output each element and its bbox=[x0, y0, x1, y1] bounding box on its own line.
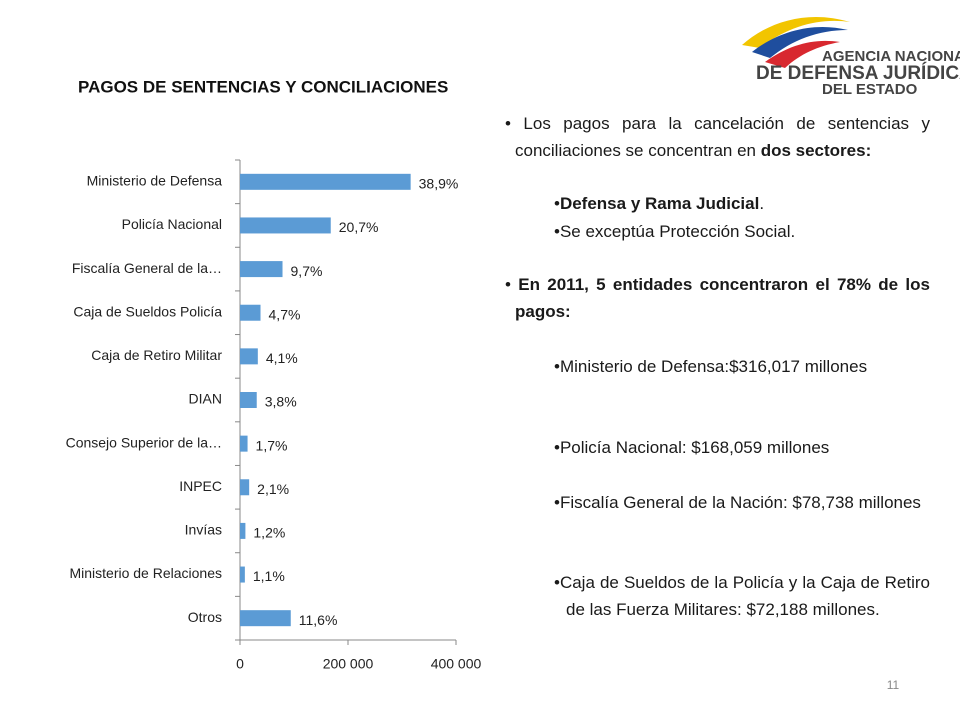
data-label: 3,8% bbox=[265, 394, 297, 410]
bullet: Los pagos para la cancelación de sentenc… bbox=[515, 111, 930, 164]
x-tick-label: 400 000 bbox=[431, 656, 482, 672]
y-tick-label: Caja de Sueldos Policía bbox=[73, 303, 222, 319]
sub-bullet: Policía Nacional: $168,059 millones bbox=[560, 435, 930, 462]
y-tick-label: Consejo Superior de la… bbox=[66, 434, 222, 450]
y-tick-label: Otros bbox=[188, 609, 222, 625]
y-tick-label: Policía Nacional bbox=[122, 216, 222, 232]
bold-text: En 2011, 5 entidades concentraron el 78%… bbox=[515, 275, 930, 321]
bar bbox=[240, 304, 261, 321]
bold-text: dos sectores: bbox=[760, 140, 872, 160]
bar bbox=[240, 435, 248, 452]
data-label: 11,6% bbox=[299, 612, 338, 628]
data-label: 1,2% bbox=[253, 525, 285, 541]
text: Ministerio de Defensa:$316,017 millones bbox=[559, 357, 868, 376]
logo-line: DE DEFENSA JURÍDICA bbox=[756, 62, 960, 84]
text: Fiscalía General de la Nación: $78,738 m… bbox=[559, 493, 921, 512]
x-tick-label: 200 000 bbox=[323, 656, 374, 672]
bar bbox=[240, 261, 283, 278]
y-tick-label: Invías bbox=[185, 522, 222, 538]
bar bbox=[240, 392, 257, 408]
x-tick-label: 0 bbox=[236, 656, 244, 672]
text: . bbox=[759, 194, 765, 213]
text: Los pagos para la cancelación de sentenc… bbox=[515, 114, 930, 160]
y-tick-label: Ministerio de Defensa bbox=[87, 173, 223, 189]
data-label: 38,9% bbox=[419, 176, 459, 192]
chart-title: PAGOS DE SENTENCIAS Y CONCILIACIONES bbox=[78, 77, 448, 96]
sub-bullet: Se exceptúa Protección Social. bbox=[560, 219, 930, 246]
y-tick-label: DIAN bbox=[189, 391, 222, 407]
bar bbox=[240, 566, 245, 583]
data-label: 1,7% bbox=[256, 437, 288, 453]
text: Se exceptúa Protección Social. bbox=[559, 222, 796, 241]
data-label: 4,1% bbox=[266, 350, 298, 366]
data-label: 1,1% bbox=[253, 568, 285, 584]
data-label: 20,7% bbox=[339, 219, 379, 235]
bar bbox=[240, 217, 331, 234]
text: Caja de Sueldos de la Policía y la Caja … bbox=[559, 573, 930, 619]
sub-bullet: Ministerio de Defensa:$316,017 millones bbox=[560, 354, 930, 381]
y-tick-label: INPEC bbox=[179, 478, 222, 494]
y-tick-label: Caja de Retiro Militar bbox=[91, 347, 222, 363]
data-label: 9,7% bbox=[291, 263, 323, 279]
bar bbox=[240, 522, 246, 539]
bar bbox=[240, 348, 258, 365]
logo-line: AGENCIA NACIONAL bbox=[822, 48, 960, 65]
bold-text: Defensa y Rama Judicial bbox=[559, 194, 760, 213]
bullet: En 2011, 5 entidades concentraron el 78%… bbox=[515, 272, 930, 325]
data-label: 2,1% bbox=[257, 481, 289, 497]
logo-swoosh bbox=[742, 16, 850, 68]
sub-bullet: Caja de Sueldos de la Policía y la Caja … bbox=[560, 570, 930, 623]
text: Policía Nacional: $168,059 millones bbox=[559, 438, 830, 457]
bar bbox=[240, 479, 250, 496]
page-number: 11 bbox=[887, 678, 900, 692]
sub-bullet: Defensa y Rama Judicial. bbox=[560, 191, 930, 218]
logo-line: DEL ESTADO bbox=[822, 81, 918, 98]
y-tick-label: Fiscalía General de la… bbox=[72, 260, 222, 276]
data-label: 4,7% bbox=[269, 306, 301, 322]
bar bbox=[240, 173, 411, 190]
sub-bullet: Fiscalía General de la Nación: $78,738 m… bbox=[560, 490, 930, 517]
y-tick-label: Ministerio de Relaciones bbox=[69, 565, 222, 581]
bar bbox=[240, 610, 291, 627]
